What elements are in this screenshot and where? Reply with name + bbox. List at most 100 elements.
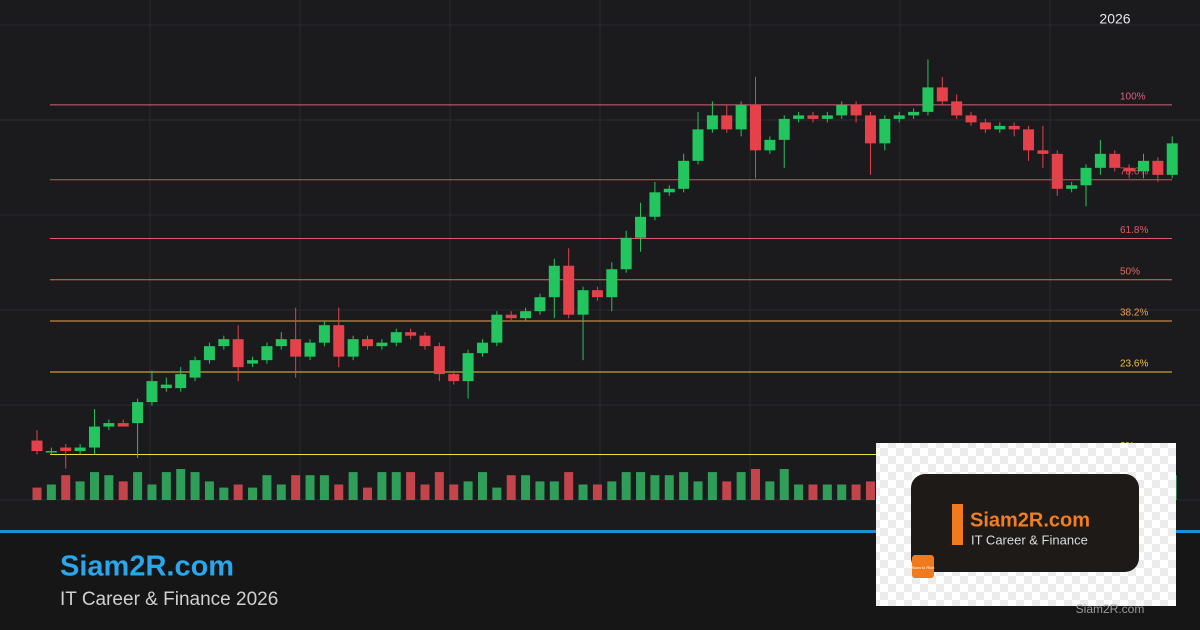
candle-body — [606, 269, 618, 298]
candle-body — [318, 325, 330, 343]
volume-bar — [291, 475, 301, 500]
volume-bar — [636, 472, 646, 500]
candle-body — [433, 346, 445, 375]
candle-body — [908, 111, 920, 116]
brand-tagline: IT Career & Finance 2026 — [60, 589, 278, 610]
candle-body — [290, 339, 302, 357]
watermark: Siam2R.com — [1076, 602, 1145, 616]
candle-body — [405, 332, 417, 336]
candle-body — [247, 360, 259, 364]
volume-bar — [262, 475, 272, 500]
candle-body — [563, 265, 575, 315]
volume-bar — [420, 484, 430, 500]
volume-bar — [851, 484, 861, 500]
fib-label: 100% — [1120, 92, 1146, 103]
volume-bar — [751, 469, 760, 500]
divider — [0, 530, 1200, 533]
candle-body — [692, 129, 704, 161]
volume-bar — [176, 469, 186, 500]
volume-bar — [89, 472, 99, 500]
candle-body — [1080, 167, 1092, 186]
volume-bar — [535, 481, 545, 500]
candle-body — [476, 342, 488, 354]
volume-bar — [219, 487, 229, 500]
candle-body — [750, 104, 761, 151]
candle-body — [520, 311, 532, 319]
candle-body — [1166, 143, 1178, 175]
candle-body — [620, 237, 632, 270]
brand-card: Siam2R.com IT Career & Finance Siam to R… — [876, 443, 1176, 606]
candle-body — [261, 346, 273, 361]
candle-body — [347, 339, 359, 357]
candle-body — [649, 192, 661, 217]
volume-bar — [348, 472, 358, 500]
volume-bar — [521, 475, 531, 500]
candle-body — [88, 426, 100, 448]
volume-bar — [46, 484, 56, 500]
fib-label: 61.8% — [1120, 225, 1148, 236]
volume-bar — [477, 472, 487, 500]
volume-bar — [319, 475, 329, 500]
candle-body — [1094, 153, 1106, 168]
candle-body — [706, 115, 718, 130]
year-label: 2026 — [1099, 11, 1130, 27]
candle-body — [663, 188, 675, 193]
candle-body — [1109, 153, 1121, 168]
fib-levels: 100%78.6%61.8%50%38.2%23.6%0% — [50, 92, 1172, 456]
candle-body — [965, 115, 977, 123]
candle-body — [1023, 129, 1035, 151]
card-accent — [952, 504, 963, 545]
grid — [0, 0, 1200, 501]
candle-body — [376, 342, 388, 347]
candle-body — [864, 115, 876, 144]
candle-body — [1066, 185, 1078, 189]
volume-bar — [808, 484, 818, 500]
volume-bar — [664, 475, 674, 500]
volume-bar — [592, 484, 602, 500]
candle-body — [836, 104, 848, 116]
candles — [31, 59, 1178, 469]
volume-bar — [391, 472, 401, 500]
fib-label: 50% — [1120, 266, 1140, 277]
volume-bar — [693, 481, 703, 500]
candle-body — [1037, 150, 1049, 154]
brand-name: Siam2R.com — [60, 551, 234, 583]
candle-body — [132, 402, 144, 424]
volume-bar — [794, 484, 804, 500]
candle-body — [60, 447, 72, 452]
candle-body — [448, 374, 460, 382]
volume-bar — [133, 472, 143, 500]
volume-bar — [190, 472, 200, 500]
candle-body — [1051, 153, 1063, 189]
volume-bar — [406, 472, 416, 500]
card-logo — [912, 555, 934, 578]
volume-bar — [722, 481, 732, 500]
candle-body — [735, 104, 747, 130]
card-logo-text: Siam to Rich — [912, 565, 935, 570]
candle-body — [491, 314, 503, 343]
candle-body — [893, 115, 905, 119]
candle-body — [160, 384, 172, 389]
candle-body — [979, 122, 991, 130]
volume-bar — [377, 472, 387, 500]
candle-body — [31, 440, 43, 452]
card-name: Siam2R.com — [970, 509, 1090, 531]
candle-body — [103, 423, 115, 427]
candle-body — [505, 314, 517, 319]
volume-bar — [736, 472, 746, 500]
volume-bar — [822, 484, 832, 500]
candle-body — [951, 101, 963, 116]
volume-bar — [549, 481, 559, 500]
volume-bar — [118, 481, 128, 500]
volume-bar — [779, 469, 789, 500]
candle-body — [146, 381, 158, 403]
candle-body — [807, 115, 819, 119]
candle-body — [936, 87, 948, 102]
candle-body — [419, 335, 431, 347]
candle-body — [1008, 125, 1020, 130]
candle-body — [175, 374, 187, 389]
volume-bar — [233, 484, 243, 500]
candle-body — [764, 139, 776, 151]
candle-body — [462, 353, 474, 382]
